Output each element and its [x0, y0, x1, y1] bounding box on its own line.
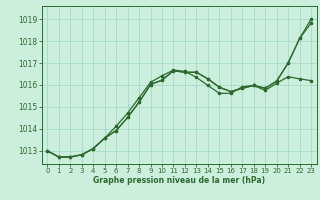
X-axis label: Graphe pression niveau de la mer (hPa): Graphe pression niveau de la mer (hPa) — [93, 176, 265, 185]
